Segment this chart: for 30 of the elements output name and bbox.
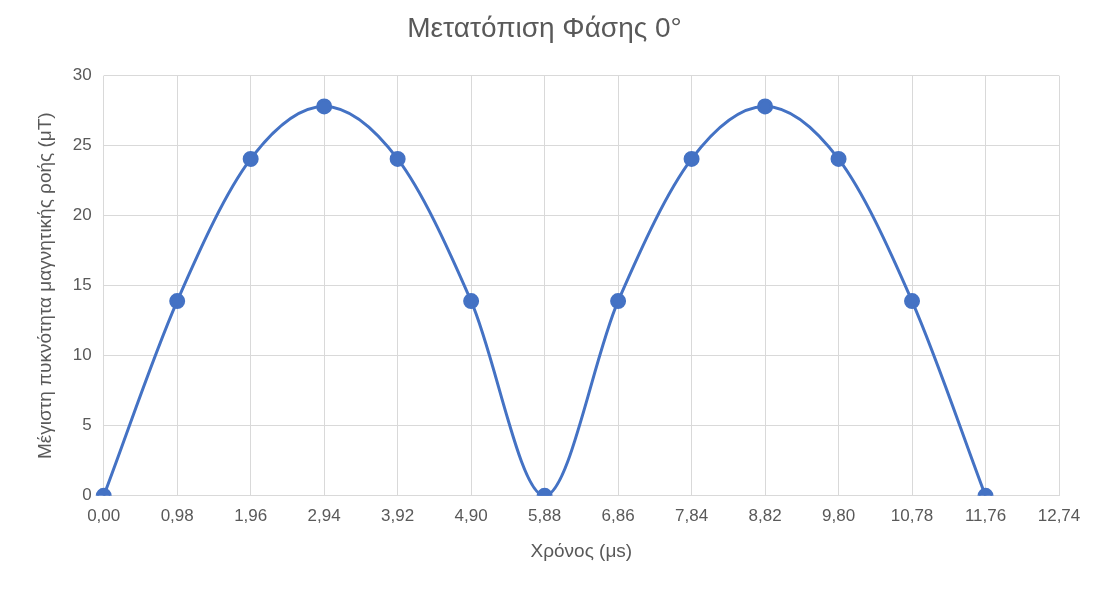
- point: [757, 98, 774, 115]
- x-tick-label: 10,78: [890, 505, 934, 525]
- x-tick-label: 11,76: [964, 505, 1007, 525]
- y-tick-label: 5: [82, 415, 92, 435]
- chart-title: Μετατόπιση Φάσης 0°: [407, 11, 682, 43]
- point: [242, 150, 259, 167]
- y-tick-label: 25: [72, 135, 92, 155]
- x-tick-label: 7,84: [675, 505, 709, 525]
- x-tick-label: 0,00: [87, 505, 121, 525]
- y-tick-label: 20: [72, 205, 92, 225]
- point: [683, 150, 700, 167]
- point: [389, 150, 406, 167]
- y-tick-label: 15: [72, 275, 92, 295]
- x-tick-label: 0,98: [160, 505, 194, 525]
- x-axis-title: Χρόνος (μs): [530, 539, 633, 561]
- point: [316, 98, 333, 115]
- y-tick-label: 30: [72, 65, 92, 85]
- y-tick-label: 10: [72, 345, 92, 365]
- y-tick-label: 0: [82, 485, 92, 505]
- y-axis-title: Μέγιστη πυκνότητα μαγνητικής ροής (μT): [33, 112, 55, 460]
- x-tick-label: 12,74: [1037, 505, 1081, 525]
- point: [830, 150, 847, 167]
- x-tick-label: 6,86: [601, 505, 635, 525]
- x-tick-label: 4,90: [454, 505, 488, 525]
- x-tick-label: 9,80: [822, 505, 856, 525]
- x-tick-label: 1,96: [234, 505, 268, 525]
- x-tick-label: 2,94: [307, 505, 341, 525]
- x-tick-label: 8,82: [748, 505, 782, 525]
- x-tick-label: 3,92: [381, 505, 415, 525]
- x-tick-label: 5,88: [528, 505, 562, 525]
